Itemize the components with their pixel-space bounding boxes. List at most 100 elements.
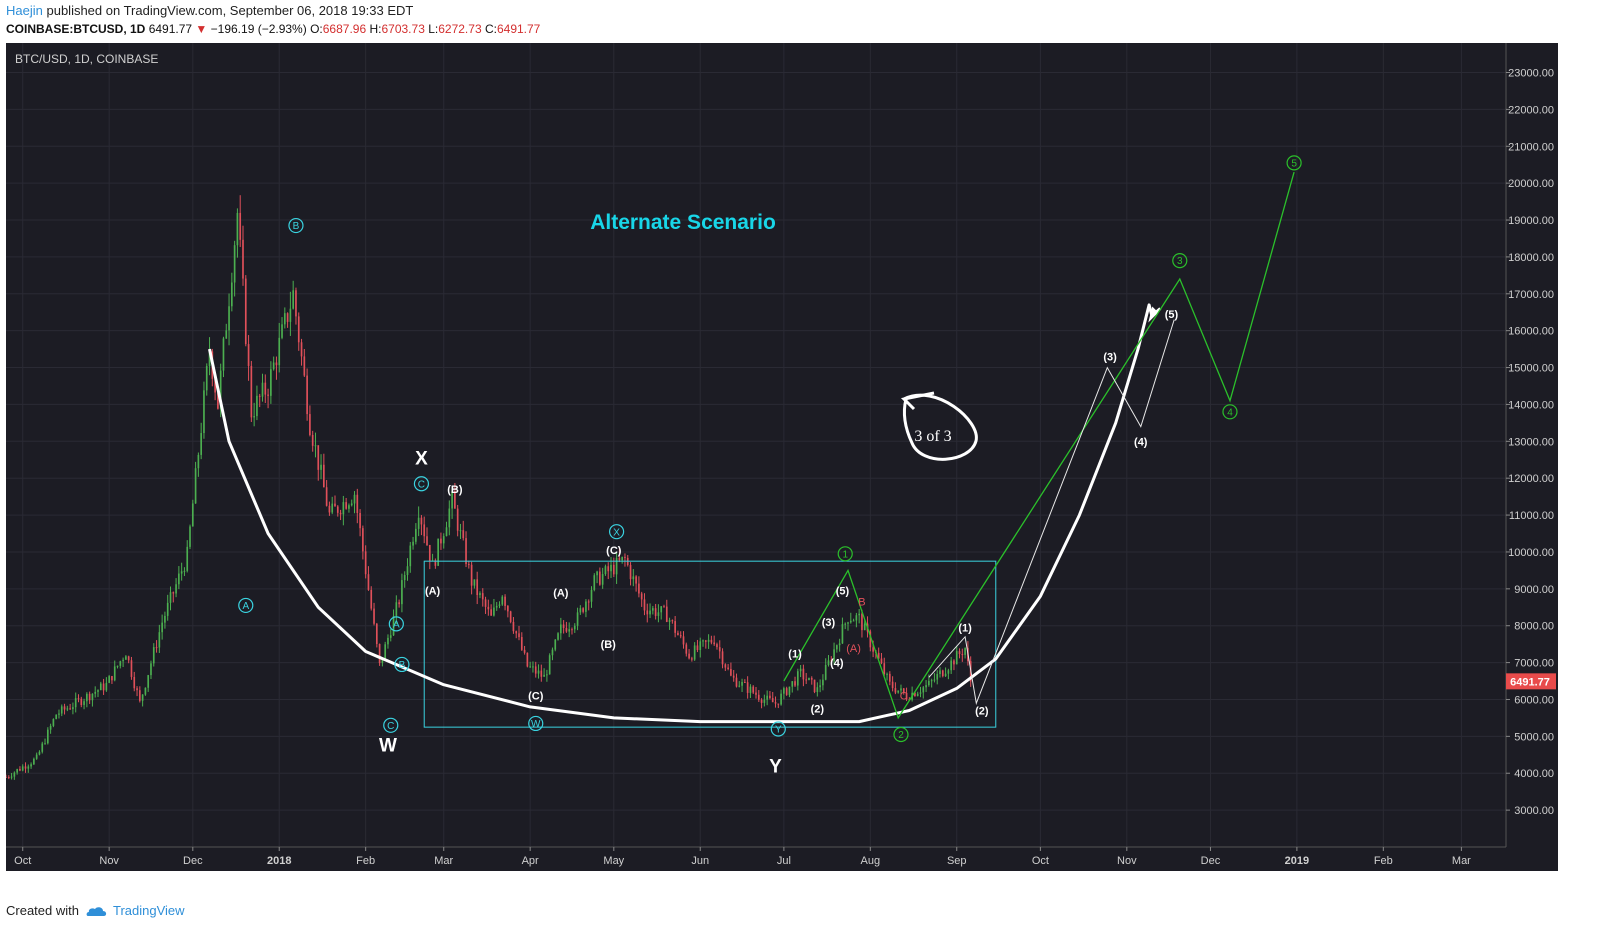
candle	[546, 669, 548, 682]
candle	[604, 564, 607, 576]
wave-circle	[288, 217, 304, 234]
candle	[378, 643, 381, 666]
candle	[24, 762, 27, 773]
wave-label-text: (2)	[975, 706, 989, 718]
wave-label-text: 2	[898, 730, 904, 741]
wave-circle	[238, 597, 254, 614]
candle	[897, 690, 900, 694]
candle	[559, 617, 562, 640]
candle	[730, 662, 732, 677]
wave-label: (4)	[830, 658, 844, 670]
candle	[652, 605, 654, 615]
candle	[532, 661, 534, 673]
candle	[869, 629, 872, 652]
white-wave-projection	[928, 319, 1175, 706]
candle	[353, 491, 356, 514]
wave-label-text: C	[387, 721, 394, 732]
candle	[763, 694, 766, 707]
candle	[33, 757, 35, 766]
candle	[236, 208, 239, 258]
candle	[928, 674, 930, 687]
last-price: 6491.77	[148, 22, 193, 36]
candle	[267, 388, 269, 409]
wave-label-text: (4)	[830, 658, 844, 670]
candle	[289, 291, 292, 336]
candle	[718, 640, 721, 659]
candle	[6, 774, 7, 778]
candle	[225, 323, 228, 339]
candle	[317, 445, 320, 481]
candle	[688, 649, 690, 660]
candle	[203, 381, 205, 439]
candle	[537, 664, 540, 679]
time-tick-label: Feb	[356, 855, 375, 867]
candle	[808, 677, 810, 681]
candle	[599, 567, 601, 586]
close-value: 6491.77	[496, 22, 541, 36]
author-link[interactable]: Haejin	[6, 3, 43, 18]
footer: Created with TradingView	[6, 903, 185, 918]
candle	[515, 630, 518, 639]
grid-lines	[6, 43, 1506, 847]
candle	[253, 402, 255, 427]
green-wave-projection	[783, 171, 1295, 720]
candle	[398, 599, 400, 608]
wave-label: (C)	[606, 545, 622, 557]
candle	[314, 432, 317, 458]
candle	[69, 703, 71, 710]
candle	[894, 682, 897, 695]
candle	[451, 487, 453, 519]
price-chart[interactable]: 3000.00 4000.00 5000.00 6000.00 7000.00 8000.…	[6, 43, 1558, 871]
candle	[395, 595, 398, 625]
price-tick-label: 18000.00	[1508, 252, 1554, 264]
wave-label: B	[288, 217, 304, 234]
candle	[769, 690, 771, 700]
candle	[364, 545, 367, 579]
candle	[334, 495, 336, 507]
wave-label: (5)	[1165, 309, 1179, 321]
wave-label: C	[900, 691, 908, 703]
candle	[13, 771, 16, 780]
candle	[741, 678, 743, 693]
candle	[657, 604, 660, 623]
candle	[116, 665, 119, 669]
candle	[540, 664, 543, 682]
tradingview-link[interactable]: TradingView	[85, 903, 185, 918]
candle	[526, 652, 529, 668]
wave-label: (2)	[811, 704, 825, 716]
candle	[350, 499, 353, 507]
candle	[409, 541, 412, 573]
wave-label-text: Y	[775, 725, 782, 736]
cup-arrow-icon	[1148, 306, 1159, 323]
candle	[819, 679, 821, 693]
ohlc-line: COINBASE:BTCUSD, 1D 6491.77 ▼ −196.19 (−…	[6, 22, 540, 36]
candle	[771, 691, 774, 703]
price-tick-label: 17000.00	[1508, 289, 1554, 301]
price-tick-label: 22000.00	[1508, 104, 1554, 116]
wave-label-text: (3)	[822, 617, 836, 629]
candlesticks	[6, 195, 972, 780]
candle	[618, 548, 621, 563]
candle	[802, 664, 805, 687]
low-value: 6272.73	[438, 22, 482, 36]
close-label: C:	[484, 22, 497, 36]
candle	[735, 673, 738, 688]
callout-loop	[902, 393, 978, 461]
candle	[186, 540, 189, 573]
candle	[805, 672, 808, 684]
wave-label-text: W	[379, 735, 397, 756]
wave-label: A	[388, 616, 404, 632]
wave-label-text: 1	[842, 549, 848, 560]
callout-text: 3 of 3	[914, 428, 951, 445]
candle	[649, 603, 651, 619]
wave-label: (3)	[822, 617, 836, 629]
candle	[158, 624, 161, 653]
wave-label: (B)	[447, 484, 463, 496]
candle	[295, 287, 297, 325]
candle	[852, 618, 855, 622]
candle	[311, 430, 314, 452]
wave-circle	[1286, 155, 1302, 171]
wave-label: X	[608, 524, 625, 540]
callout-arrow-icon	[900, 391, 935, 411]
candle	[916, 691, 919, 697]
